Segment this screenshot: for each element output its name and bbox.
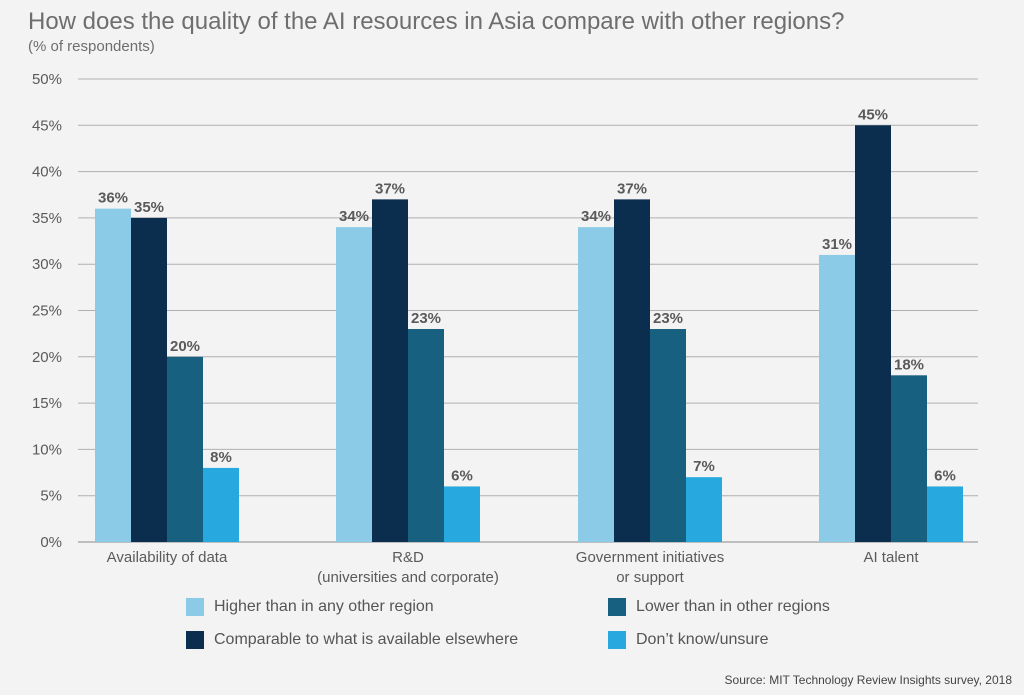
- y-tick-label: 25%: [32, 303, 62, 320]
- x-tick-label: Government initiatives: [576, 549, 724, 566]
- data-label: 34%: [339, 208, 369, 225]
- bar: [408, 329, 444, 542]
- legend-item-higher: Higher than in any other region: [186, 598, 434, 616]
- y-tick-label: 20%: [32, 349, 62, 366]
- x-tick-label: AI talent: [863, 549, 919, 566]
- y-tick-label: 40%: [32, 164, 62, 181]
- x-tick-label: R&D: [392, 549, 424, 566]
- y-tick-label: 10%: [32, 441, 62, 458]
- legend-label-lower: Lower than in other regions: [636, 598, 830, 615]
- bar: [203, 467, 239, 542]
- legend-label-unsure: Don’t know/unsure: [636, 631, 769, 648]
- x-tick-label: or support: [616, 569, 684, 586]
- value-labels: 36% 35% 20% 8% 34% 37% 23% 6% 34% 37% 23% 7% 31% 45% 1…: [98, 106, 956, 484]
- legend-label-comparable: Comparable to what is available elsewher…: [214, 631, 519, 648]
- bar: [927, 486, 963, 542]
- legend-swatch-comparable: [186, 631, 204, 649]
- bar: [855, 125, 891, 543]
- data-label: 7%: [693, 458, 715, 475]
- data-label: 8%: [210, 449, 232, 466]
- legend-item-unsure: Don’t know/unsure: [608, 631, 769, 649]
- chart-subtitle: (% of respondents): [28, 38, 155, 55]
- legend-swatch-lower: [608, 598, 626, 616]
- bar-chart: 0% 5% 10% 15% 20% 25% 30% 35% 40% 45% 50% 36% 35% 20…: [32, 71, 978, 586]
- y-tick-label: 15%: [32, 395, 62, 412]
- y-tick-label: 45%: [32, 117, 62, 134]
- legend-item-lower: Lower than in other regions: [608, 598, 830, 616]
- y-tick-label: 50%: [32, 71, 62, 88]
- x-tick-label: Availability of data: [107, 549, 228, 566]
- bar: [336, 227, 372, 542]
- data-label: 35%: [134, 199, 164, 216]
- y-tick-label: 0%: [40, 534, 62, 551]
- data-label: 18%: [894, 356, 924, 373]
- legend-swatch-unsure: [608, 631, 626, 649]
- bars: [95, 125, 963, 543]
- data-label: 45%: [858, 106, 888, 123]
- bar: [95, 208, 131, 542]
- x-axis-labels: Availability of data R&D (universities and…: [107, 549, 920, 586]
- data-label: 20%: [170, 338, 200, 355]
- bar: [614, 199, 650, 542]
- bar: [650, 329, 686, 542]
- legend-swatch-higher: [186, 598, 204, 616]
- bar: [819, 254, 855, 542]
- bar: [167, 356, 203, 542]
- legend-label-higher: Higher than in any other region: [214, 598, 434, 615]
- bar: [131, 217, 167, 542]
- source-note: Source: MIT Technology Review Insights s…: [724, 673, 1012, 687]
- data-label: 6%: [934, 467, 956, 484]
- bar: [578, 227, 614, 542]
- legend-item-comparable: Comparable to what is available elsewher…: [186, 631, 518, 649]
- y-tick-label: 35%: [32, 210, 62, 227]
- chart-title: How does the quality of the AI resources…: [28, 8, 845, 35]
- data-label: 6%: [451, 467, 473, 484]
- data-label: 31%: [822, 236, 852, 253]
- x-tick-label: (universities and corporate): [317, 569, 499, 586]
- data-label: 37%: [617, 180, 647, 197]
- y-tick-label: 30%: [32, 256, 62, 273]
- bar: [444, 486, 480, 542]
- data-label: 23%: [653, 310, 683, 327]
- data-label: 37%: [375, 180, 405, 197]
- bar: [891, 375, 927, 542]
- bar: [372, 199, 408, 542]
- data-label: 23%: [411, 310, 441, 327]
- y-axis-ticks: 0% 5% 10% 15% 20% 25% 30% 35% 40% 45% 50%: [32, 71, 62, 551]
- y-tick-label: 5%: [40, 488, 62, 505]
- data-label: 36%: [98, 190, 128, 207]
- bar: [686, 477, 722, 542]
- data-label: 34%: [581, 208, 611, 225]
